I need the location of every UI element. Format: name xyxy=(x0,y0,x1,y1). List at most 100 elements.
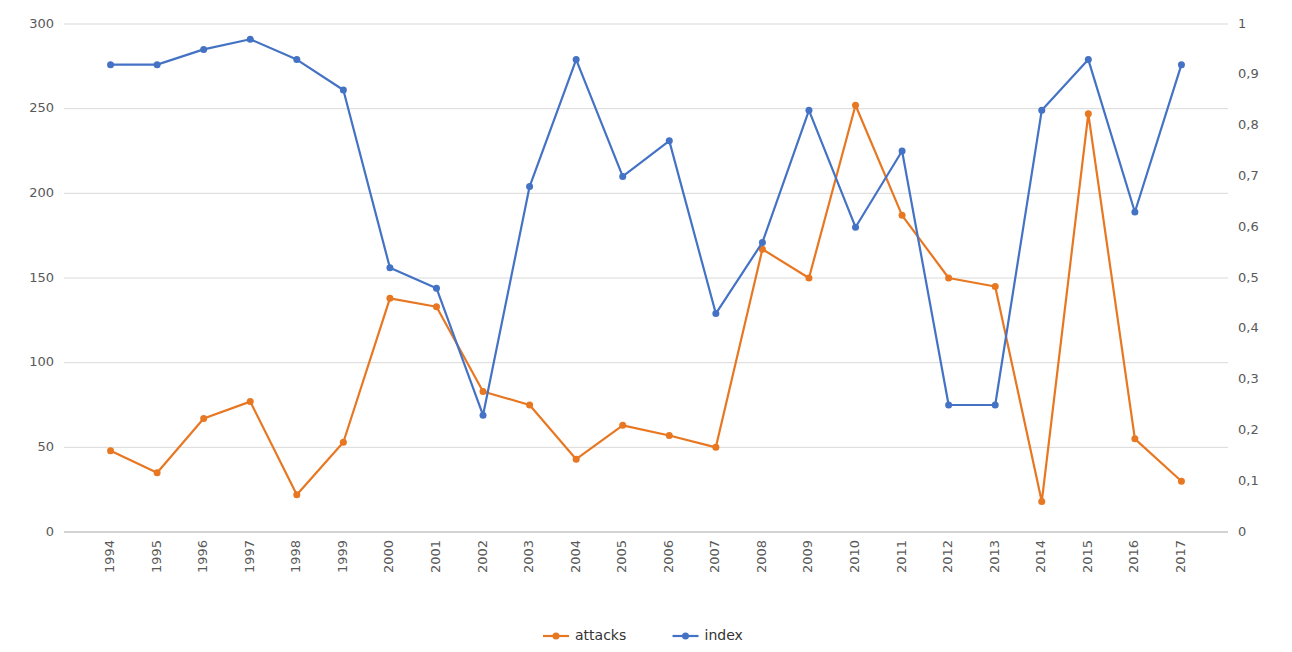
y2-tick-label: 0,1 xyxy=(1238,473,1259,488)
data-point xyxy=(573,456,580,463)
y2-tick-label: 0,9 xyxy=(1238,66,1259,81)
data-point xyxy=(1131,208,1138,215)
data-point xyxy=(107,61,114,68)
y2-tick-label: 0,2 xyxy=(1238,422,1259,437)
legend-label: attacks xyxy=(575,627,626,643)
data-point xyxy=(154,469,161,476)
data-point xyxy=(899,212,906,219)
data-point xyxy=(526,183,533,190)
y2-tick-label: 0,4 xyxy=(1238,320,1259,335)
data-point xyxy=(107,447,114,454)
x-tick-label: 2010 xyxy=(847,540,862,573)
data-point xyxy=(200,46,207,53)
plot-area xyxy=(107,36,1185,505)
x-tick-label: 2009 xyxy=(800,540,815,573)
series-line xyxy=(111,39,1182,415)
y2-tick-label: 0,8 xyxy=(1238,117,1259,132)
legend-label: index xyxy=(705,627,743,643)
y-tick-label: 200 xyxy=(29,185,54,200)
x-tick-label: 1995 xyxy=(149,540,164,573)
grid-line xyxy=(64,193,1228,194)
data-point xyxy=(293,56,300,63)
x-tick-label: 2002 xyxy=(475,540,490,573)
data-point xyxy=(386,264,393,271)
data-point xyxy=(1038,498,1045,505)
x-tick-label: 2004 xyxy=(568,540,583,573)
data-point xyxy=(852,224,859,231)
data-point xyxy=(805,275,812,282)
data-point xyxy=(712,310,719,317)
data-point xyxy=(945,402,952,409)
data-point xyxy=(899,148,906,155)
x-tick-label: 2015 xyxy=(1080,540,1095,573)
data-point xyxy=(805,107,812,114)
y-tick-label: 250 xyxy=(29,100,54,115)
data-point xyxy=(386,295,393,302)
data-point xyxy=(1131,435,1138,442)
data-point xyxy=(619,173,626,180)
grid-line xyxy=(64,108,1228,109)
grid xyxy=(64,24,1228,532)
data-point xyxy=(340,87,347,94)
data-point xyxy=(340,439,347,446)
legend-marker xyxy=(553,633,560,640)
data-point xyxy=(1038,107,1045,114)
data-point xyxy=(480,412,487,419)
x-tick-label: 2006 xyxy=(661,540,676,573)
data-point xyxy=(433,285,440,292)
data-point xyxy=(1085,56,1092,63)
y2-tick-label: 0,7 xyxy=(1238,168,1259,183)
data-point xyxy=(666,432,673,439)
data-point xyxy=(1178,478,1185,485)
x-tick-label: 1994 xyxy=(102,540,117,573)
x-tick-label: 2007 xyxy=(707,540,722,573)
x-tick-label: 1996 xyxy=(195,540,210,573)
x-tick-label: 2005 xyxy=(614,540,629,573)
data-point xyxy=(433,303,440,310)
data-point xyxy=(852,102,859,109)
x-tick-label: 2003 xyxy=(521,540,536,573)
y-tick-label: 0 xyxy=(46,524,54,539)
x-tick-label: 2011 xyxy=(894,540,909,573)
data-point xyxy=(247,398,254,405)
data-point xyxy=(1178,61,1185,68)
data-point xyxy=(200,415,207,422)
x-tick-label: 2014 xyxy=(1033,540,1048,573)
data-point xyxy=(526,402,533,409)
y-tick-label: 300 xyxy=(29,16,54,31)
data-point xyxy=(247,36,254,43)
data-point xyxy=(992,283,999,290)
y2-tick-label: 0,3 xyxy=(1238,371,1259,386)
x-tick-label: 2013 xyxy=(987,540,1002,573)
x-tick-label: 2012 xyxy=(940,540,955,573)
grid-line xyxy=(64,24,1228,25)
grid-line xyxy=(64,278,1228,279)
y-tick-label: 150 xyxy=(29,270,54,285)
data-point xyxy=(480,388,487,395)
data-point xyxy=(992,402,999,409)
data-point xyxy=(945,275,952,282)
y2-tick-label: 0,5 xyxy=(1238,270,1259,285)
chart-container: 05010015020025030000,10,20,30,40,50,60,7… xyxy=(0,0,1292,652)
chart: 05010015020025030000,10,20,30,40,50,60,7… xyxy=(0,0,1292,652)
legend-marker xyxy=(682,633,689,640)
data-point xyxy=(154,61,161,68)
data-point xyxy=(573,56,580,63)
y2-tick-label: 0 xyxy=(1238,524,1246,539)
x-tick-label: 2017 xyxy=(1173,540,1188,573)
x-tick-label: 1999 xyxy=(335,540,350,573)
x-tick-label: 2008 xyxy=(754,540,769,573)
y-tick-label: 100 xyxy=(29,354,54,369)
x-tick-label: 2000 xyxy=(381,540,396,573)
grid-line xyxy=(64,447,1228,448)
x-axis-line xyxy=(64,532,1228,533)
legend: attacks index xyxy=(543,627,743,643)
y2-tick-label: 1 xyxy=(1238,16,1246,31)
data-point xyxy=(619,422,626,429)
data-point xyxy=(712,444,719,451)
series-line xyxy=(111,105,1182,501)
grid-line xyxy=(64,532,1228,533)
x-tick-label: 1998 xyxy=(288,540,303,573)
x-tick-label: 1997 xyxy=(242,540,257,573)
data-point xyxy=(293,491,300,498)
